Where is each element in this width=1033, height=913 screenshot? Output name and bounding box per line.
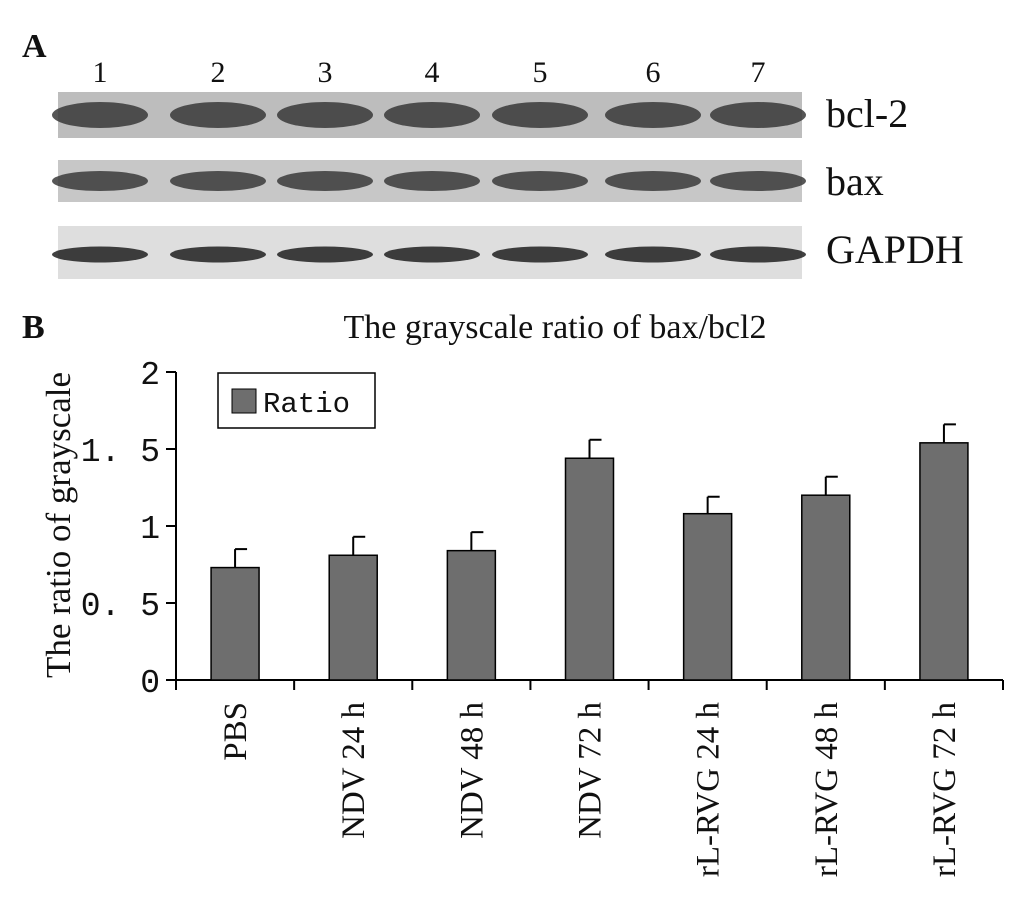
blot-band — [170, 102, 266, 128]
y-tick-label: 0 — [140, 665, 160, 702]
blot-band — [605, 102, 701, 128]
y-tick-label: 1. 5 — [81, 434, 160, 471]
blot-band — [384, 102, 480, 128]
blot-band — [52, 246, 148, 263]
y-tick-label: 2 — [140, 357, 160, 394]
blot-band — [52, 102, 148, 128]
lane-number: 2 — [211, 56, 226, 89]
band-label: bax — [826, 159, 884, 204]
blot-band — [52, 171, 148, 191]
bar — [446, 549, 497, 681]
bar-chart: 0 0. 5 1 1. 5 2 PBS NDV 24 h NDV 48 h NDV 72 h r… — [81, 357, 1004, 878]
x-tick-label: NDV 24 h — [336, 702, 372, 839]
blot-band — [170, 171, 266, 191]
bars — [210, 423, 969, 681]
blot-band — [277, 102, 373, 128]
blot-band — [492, 246, 588, 263]
blot-band — [492, 171, 588, 191]
legend: Ratio — [217, 372, 376, 429]
band-labels: bcl-2 bax GAPDH — [826, 91, 964, 272]
lane-number: 6 — [646, 56, 661, 89]
bar — [919, 442, 969, 681]
y-axis-label: The ratio of grayscale — [39, 372, 78, 678]
panel-a-label: A — [22, 28, 47, 65]
band-label: bcl-2 — [826, 91, 908, 136]
x-tick-label: rL-RVG 48 h — [809, 702, 845, 878]
x-tick-label: NDV 72 h — [573, 702, 609, 839]
band-label: GAPDH — [826, 227, 964, 272]
blot-strip — [52, 160, 806, 202]
lane-number: 3 — [318, 56, 333, 89]
blot-band — [710, 246, 806, 263]
y-ticks: 0 0. 5 1 1. 5 2 — [81, 357, 176, 702]
x-ticks — [175, 680, 1004, 690]
x-tick-label: rL-RVG 24 h — [691, 702, 727, 878]
blot-band — [492, 102, 588, 128]
blot-band — [277, 171, 373, 191]
blot-strip — [52, 92, 806, 138]
blot-band — [277, 246, 373, 263]
panel-b-label: B — [22, 309, 45, 346]
x-tick-label: rL-RVG 72 h — [927, 702, 963, 878]
blot-band — [384, 246, 480, 263]
western-blot — [52, 92, 806, 279]
blot-strip — [52, 226, 806, 279]
x-tick-label: NDV 48 h — [454, 702, 490, 839]
lane-number: 5 — [533, 56, 548, 89]
chart-title: The grayscale ratio of bax/bcl2 — [344, 309, 767, 346]
bar — [210, 566, 260, 681]
bar — [564, 457, 615, 681]
blot-band — [384, 171, 480, 191]
blot-band — [605, 171, 701, 191]
y-tick-label: 1 — [140, 511, 160, 548]
legend-label: Ratio — [263, 388, 350, 421]
blot-band — [710, 102, 806, 128]
bar — [328, 554, 378, 681]
lane-number: 1 — [93, 56, 108, 89]
x-tick-label: PBS — [218, 702, 254, 761]
legend-swatch — [231, 388, 257, 414]
lane-numbers: 1 2 3 4 5 6 7 — [93, 56, 766, 89]
lane-number: 7 — [751, 56, 766, 89]
x-tick-labels: PBS NDV 24 h NDV 48 h NDV 72 h rL-RVG 24 h rL… — [218, 702, 963, 878]
blot-band — [170, 246, 266, 263]
y-tick-label: 0. 5 — [81, 588, 160, 625]
bar — [682, 512, 733, 681]
bar — [801, 494, 851, 681]
blot-band — [605, 246, 701, 263]
blot-band — [710, 171, 806, 191]
lane-number: 4 — [425, 56, 440, 89]
